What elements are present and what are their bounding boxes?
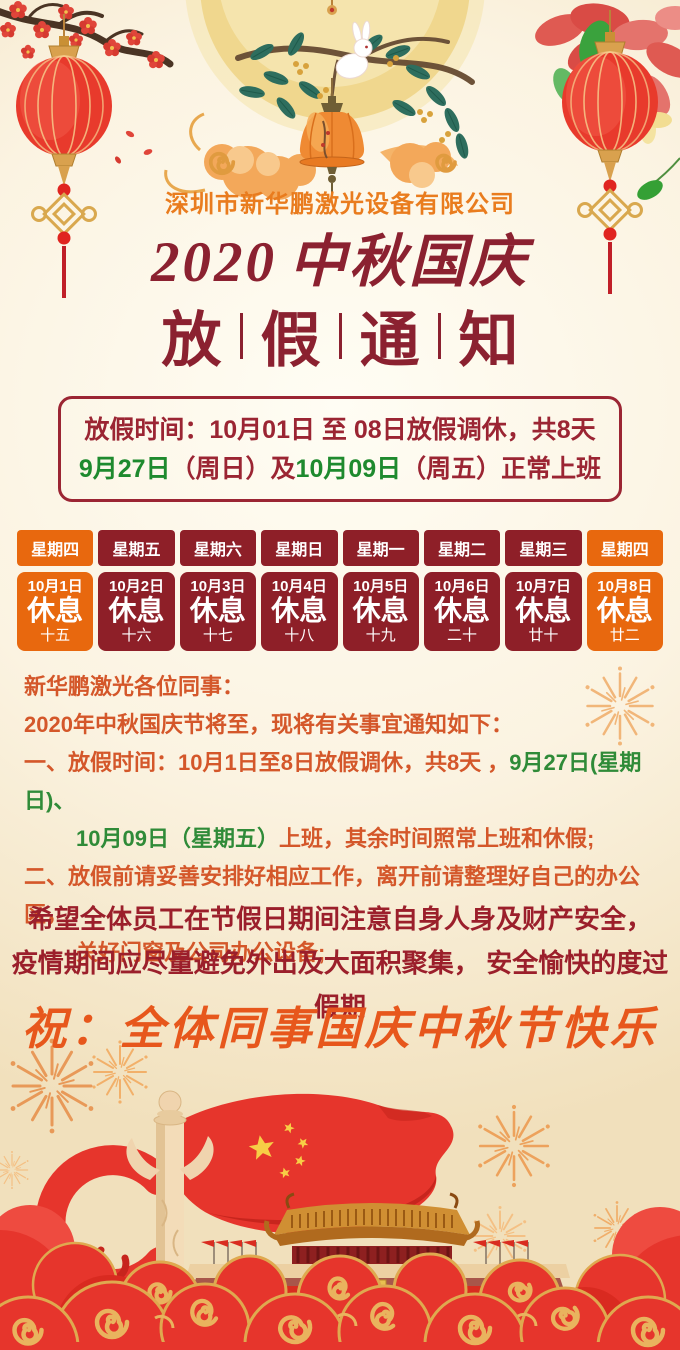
- notice-char: 假: [260, 308, 321, 374]
- calendar-column: 星期六 10月3日 休息 十七: [179, 530, 257, 651]
- notice-char: 知: [458, 308, 519, 374]
- workday-date: 10月09日: [295, 455, 402, 483]
- calendar-cell: 10月4日 休息 十八: [261, 572, 338, 651]
- workday-note: （周日）及: [170, 455, 296, 483]
- calendar-column: 星期二 10月6日 休息 二十: [423, 530, 501, 651]
- safety-line2: 疫情期间应尽量避免外出及大面积聚集， 安全愉快的度过假期: [11, 949, 669, 1022]
- notice-item2-line1: 二、放假前请妥善安排好相应工作，离开前请整理好自己的办公区，: [24, 864, 641, 927]
- company-name: 深圳市新华鹏激光设备有限公司: [165, 191, 515, 218]
- festival-wish: 祝：全体同事国庆中秋节快乐: [21, 1004, 659, 1054]
- holiday-calendar: 星期四 10月1日 休息 十五 星期五 10月2日 休息 十六 星期六 10月3…: [17, 530, 663, 651]
- notice-char: 通: [359, 308, 420, 374]
- notice-item1-line1: 一、放假时间：10月1日至8日放假调休，共8天 ，9月27日(星期日)、: [24, 750, 642, 813]
- calendar-weekday: 星期一: [342, 530, 419, 566]
- title-year: 2020: [151, 231, 277, 294]
- calendar-column: 星期四 10月1日 休息 十五: [17, 530, 94, 651]
- calendar-weekday: 星期二: [423, 530, 501, 566]
- notice-item1-line2: 10月09日（星期五）上班，其余时间照常上班和休假;: [76, 826, 595, 851]
- notice-char: 放: [161, 308, 222, 374]
- calendar-weekday: 星期六: [179, 530, 257, 566]
- calendar-weekday: 星期日: [261, 530, 338, 566]
- calendar-weekday: 星期三: [505, 530, 582, 566]
- notice-intro: 2020年中秋国庆节将至，现将有关事宜通知如下：: [24, 712, 513, 737]
- holiday-box-line2: 9月27日（周日）及10月09日（周五）正常上班: [67, 450, 613, 489]
- workday-note: （周五）正常上班: [401, 455, 602, 483]
- workday-date: 9月27日: [78, 455, 171, 483]
- calendar-cell: 10月1日 休息 十五: [17, 572, 94, 651]
- calendar-weekday: 星期四: [586, 530, 663, 566]
- calendar-column: 星期五 10月2日 休息 十六: [98, 530, 175, 651]
- notice-item2-line2: 关好门窗及公司办公设备;: [76, 940, 326, 965]
- calendar-cell: 10月5日 休息 十九: [342, 572, 419, 651]
- notice-salutation: 新华鹏激光各位同事：: [24, 674, 245, 699]
- calendar-cell: 10月3日 休息 十七: [179, 572, 257, 651]
- title-festival: 中秋国庆: [289, 231, 529, 294]
- poster-title: 2020 中秋国庆: [0, 216, 680, 298]
- calendar-weekday: 星期四: [17, 530, 94, 566]
- calendar-cell: 10月2日 休息 十六: [98, 572, 175, 651]
- holiday-time-box: 放假时间：10月01日 至 08日放假调休，共8天 9月27日（周日）及10月0…: [58, 396, 622, 502]
- safety-line1: 希望全体员工在节假日期间注意自身人身及财产安全，: [27, 905, 652, 934]
- title-divider: [437, 312, 441, 359]
- title-divider: [338, 312, 342, 359]
- calendar-column: 星期日 10月4日 休息 十八: [261, 530, 338, 651]
- calendar-cell: 10月7日 休息 廿十: [505, 572, 582, 651]
- notice-title: 放 假 通 知: [0, 292, 680, 379]
- calendar-column: 星期四 10月8日 休息 廿二: [586, 530, 663, 651]
- calendar-weekday: 星期五: [98, 530, 175, 566]
- calendar-column: 星期三 10月7日 休息 廿十: [505, 530, 582, 651]
- title-divider: [239, 312, 243, 359]
- safety-reminder: 希望全体员工在节假日期间注意自身人身及财产安全， 疫情期间应尽量避免外出及大面积…: [0, 898, 680, 1030]
- calendar-column: 星期一 10月5日 休息 十九: [342, 530, 419, 651]
- calendar-cell: 10月8日 休息 廿二: [586, 572, 663, 651]
- holiday-box-line1: 放假时间：10月01日 至 08日放假调休，共8天: [84, 416, 596, 444]
- calendar-cell: 10月6日 休息 二十: [423, 572, 501, 651]
- notice-body: 新华鹏激光各位同事： 2020年中秋国庆节将至，现将有关事宜通知如下： 一、放假…: [24, 668, 664, 972]
